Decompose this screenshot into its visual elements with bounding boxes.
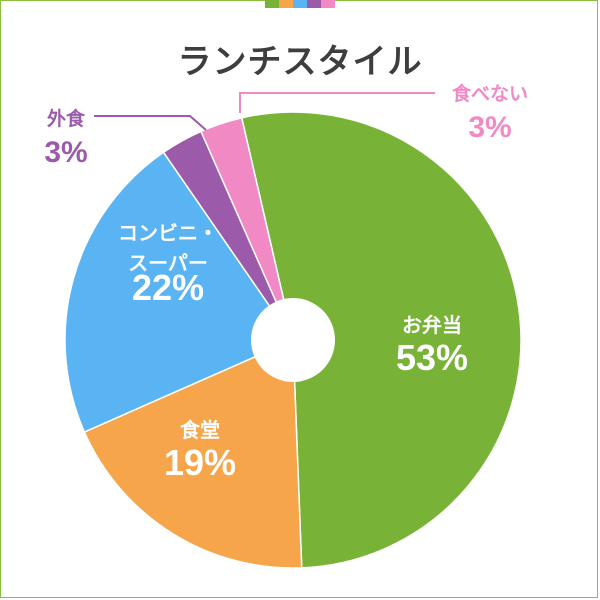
- slice-label-0: お弁当: [402, 313, 462, 337]
- donut-hole: [251, 298, 335, 382]
- slice-label-1: 食堂: [180, 418, 220, 442]
- color-tab-swatch: [293, 0, 307, 8]
- slice-label-4: 食べない: [452, 82, 528, 105]
- pie-slice-2: [64, 151, 295, 433]
- slice-value-3: 3%: [44, 136, 87, 169]
- color-tab-swatch: [307, 0, 321, 8]
- slice-value-0: 53%: [396, 337, 468, 378]
- leader-line-3: [94, 115, 207, 131]
- leader-line-4: [239, 92, 435, 113]
- color-tab-swatch: [265, 0, 279, 8]
- color-tab-swatch: [279, 0, 293, 8]
- color-tab-swatch: [321, 0, 335, 8]
- slice-value-4: 3%: [468, 111, 511, 144]
- pie-slice-0: [240, 111, 522, 569]
- slice-label-3: 外食: [47, 107, 86, 130]
- chart-title: ランチスタイル: [177, 42, 423, 82]
- pie-slice-1: [83, 338, 303, 569]
- slice-label-2: スーパー: [128, 251, 208, 275]
- slice-value-1: 19%: [164, 442, 236, 483]
- pie-slice-4: [200, 116, 294, 341]
- color-tab: [265, 0, 335, 8]
- slice-label-2: コンビニ・: [118, 221, 218, 245]
- slice-value-2: 22%: [132, 267, 204, 308]
